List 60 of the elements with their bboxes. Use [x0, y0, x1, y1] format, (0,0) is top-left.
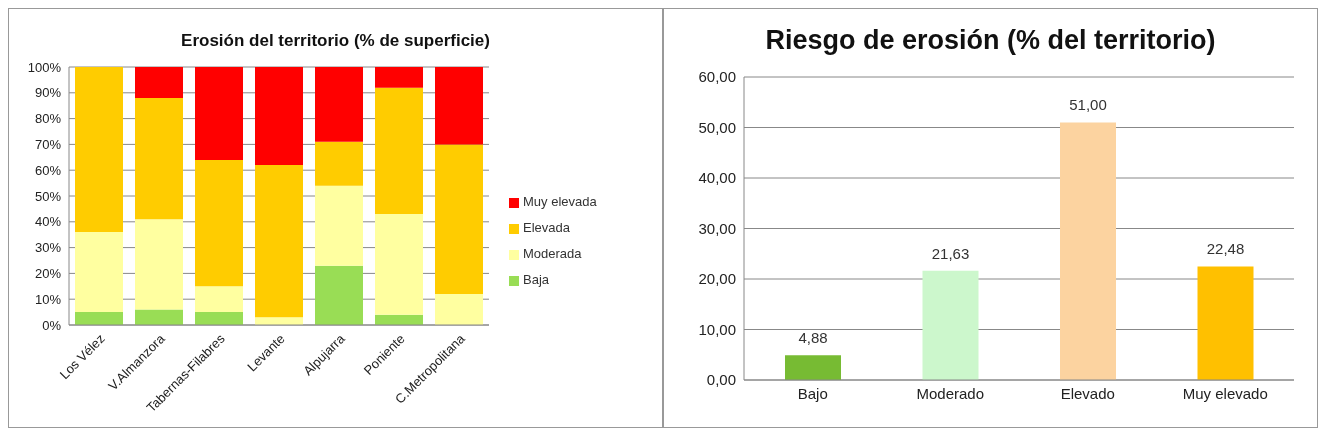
data-label: 4,88 — [798, 329, 828, 347]
bar — [435, 294, 483, 325]
x-tick-label: Muy elevado — [1182, 384, 1268, 402]
bar — [785, 355, 841, 380]
bar — [135, 97, 183, 220]
bar — [315, 265, 363, 325]
bar — [375, 87, 423, 215]
y-tick-label: 0,00 — [706, 371, 736, 389]
y-tick-label: 100% — [27, 59, 62, 75]
bar — [315, 141, 363, 186]
bar — [135, 67, 183, 98]
bar — [195, 67, 243, 160]
y-tick-label: 10,00 — [698, 320, 736, 338]
bar — [375, 67, 423, 88]
y-tick-label: 0% — [42, 317, 62, 333]
bar — [1060, 122, 1116, 380]
y-tick-label: 50,00 — [698, 118, 736, 136]
bar — [255, 67, 303, 166]
y-tick-label: 90% — [34, 85, 62, 101]
bar — [435, 67, 483, 145]
bar — [315, 185, 363, 266]
y-tick-label: 60% — [34, 162, 62, 178]
y-tick-label: 30,00 — [698, 219, 736, 237]
y-tick-label: 10% — [34, 291, 62, 307]
chart-title: Erosión del territorio (% de superficie) — [180, 31, 491, 52]
bar — [195, 286, 243, 313]
legend-label: Baja — [523, 272, 550, 287]
bar — [75, 232, 123, 313]
y-tick-label: 60,00 — [698, 68, 736, 86]
bar — [435, 144, 483, 295]
y-tick-label: 80% — [34, 111, 62, 127]
y-tick-label: 20% — [34, 266, 62, 282]
x-tick-label: Moderado — [916, 384, 985, 402]
y-tick-label: 30% — [34, 240, 62, 256]
data-label: 22,48 — [1206, 240, 1245, 258]
bar — [255, 317, 303, 325]
bar — [75, 67, 123, 233]
y-tick-label: 50% — [34, 188, 62, 204]
legend-label: Muy elevada — [523, 194, 597, 209]
bar — [255, 165, 303, 318]
bar — [195, 159, 243, 287]
bar — [135, 309, 183, 325]
bar — [75, 312, 123, 325]
bar — [375, 214, 423, 315]
data-label: 21,63 — [931, 244, 970, 262]
bar — [195, 312, 243, 325]
chart-title: Riesgo de erosión (% del territorio) — [764, 25, 1217, 57]
x-tick-label: Elevado — [1060, 384, 1115, 402]
data-label: 51,00 — [1069, 96, 1107, 114]
bar — [135, 219, 183, 310]
y-tick-label: 40% — [34, 214, 62, 230]
bar — [922, 270, 979, 380]
y-tick-label: 20,00 — [698, 270, 736, 288]
x-tick-label: Bajo — [797, 384, 828, 402]
y-tick-label: 40,00 — [698, 169, 736, 187]
bar — [1197, 266, 1254, 380]
legend-label: Moderada — [523, 246, 582, 261]
legend-label: Elevada — [523, 220, 570, 235]
y-tick-label: 70% — [34, 137, 62, 153]
bar — [315, 67, 363, 142]
